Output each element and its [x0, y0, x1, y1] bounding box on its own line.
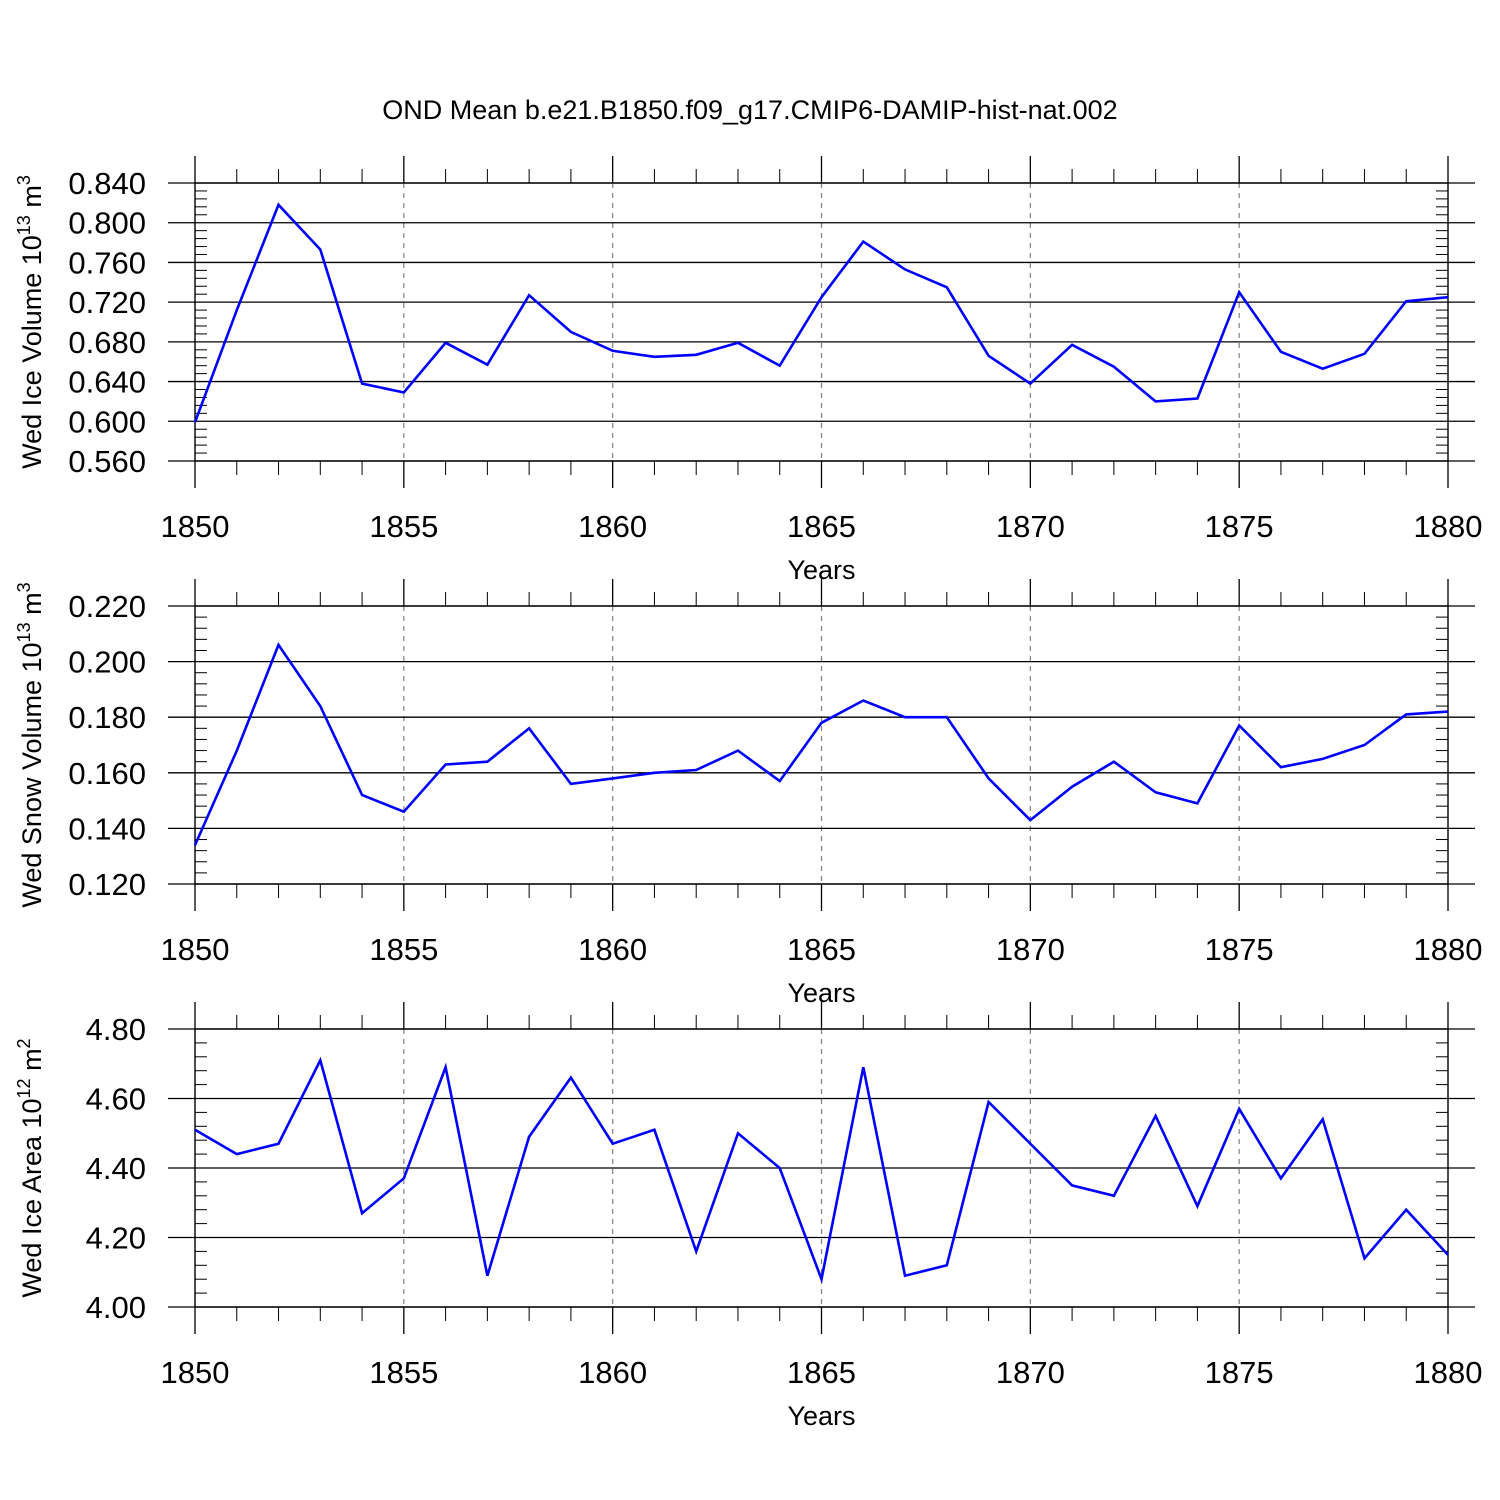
- x-axis-label: Years: [787, 1401, 855, 1431]
- series-line-wed-snow-volume: [193, 642, 1449, 846]
- y-tick-label: 0.200: [68, 645, 146, 680]
- series-line-wed-ice-area: [194, 1056, 1449, 1284]
- y-tick-label: 0.720: [68, 285, 146, 320]
- y-axis-label: Wed Ice Volume 1013 m3: [14, 175, 47, 469]
- y-tick-label: 0.600: [68, 404, 146, 439]
- y-tick-label: 0.220: [68, 589, 146, 624]
- x-tick-label: 1870: [996, 932, 1065, 967]
- panels: 0.560 0.600 0.640 0.680 0.720 0.760 0.800 0.840…: [14, 156, 1482, 1431]
- y-tick-label: 0.840: [68, 166, 146, 201]
- x-tick-label: 1850: [161, 509, 230, 544]
- x-tick-label: 1880: [1414, 1355, 1483, 1390]
- x-tick-label: 1880: [1414, 932, 1483, 967]
- x-tick-label: 1875: [1205, 509, 1274, 544]
- x-tick-label: 1865: [787, 1355, 856, 1390]
- y-tick-label: 0.560: [68, 444, 146, 479]
- figure-title: OND Mean b.e21.B1850.f09_g17.CMIP6-DAMIP…: [382, 95, 1117, 125]
- x-tick-label: 1870: [996, 1355, 1065, 1390]
- plot-frame: [194, 1028, 1449, 1308]
- plot-frame: [194, 605, 1449, 885]
- y-tick-label: 0.180: [68, 700, 146, 735]
- x-tick-label: 1855: [369, 932, 438, 967]
- y-tick-label: 0.140: [68, 811, 146, 846]
- y-tick-label: 0.800: [68, 206, 146, 241]
- x-tick-label: 1855: [369, 1355, 438, 1390]
- x-tick-label: 1855: [369, 509, 438, 544]
- x-tick-label: 1850: [161, 932, 230, 967]
- chart-panel-wed-snow-volume: 0.120 0.140 0.160 0.180 0.200 0.220 1850 1855 18…: [14, 579, 1482, 1008]
- y-axis-label: Wed Snow Volume 1013 m3: [14, 582, 47, 907]
- chart-panel-wed-ice-area: 4.00 4.20 4.40 4.60 4.80 1850 1855 1860 1865 1870…: [14, 1002, 1482, 1431]
- plot-frame: [194, 182, 1449, 462]
- y-tick-label: 4.20: [86, 1221, 146, 1256]
- x-tick-label: 1875: [1205, 1355, 1274, 1390]
- series-line-wed-ice-volume: [193, 202, 1449, 423]
- y-tick-label: 0.680: [68, 325, 146, 360]
- y-tick-label: 4.80: [86, 1012, 146, 1047]
- x-tick-label: 1865: [787, 932, 856, 967]
- y-tick-label: 4.00: [86, 1290, 146, 1325]
- chart-panel-wed-ice-volume: 0.560 0.600 0.640 0.680 0.720 0.760 0.800 0.840…: [14, 156, 1482, 585]
- y-axis-label: Wed Ice Area 1012 m2: [14, 1038, 47, 1297]
- x-tick-label: 1860: [578, 932, 647, 967]
- x-tick-label: 1880: [1414, 509, 1483, 544]
- y-tick-label: 0.160: [68, 756, 146, 791]
- x-tick-label: 1850: [161, 1355, 230, 1390]
- x-tick-label: 1860: [578, 509, 647, 544]
- x-tick-label: 1860: [578, 1355, 647, 1390]
- y-tick-label: 0.760: [68, 245, 146, 280]
- x-tick-label: 1875: [1205, 932, 1274, 967]
- y-tick-label: 4.60: [86, 1082, 146, 1117]
- y-tick-label: 0.640: [68, 365, 146, 400]
- x-tick-label: 1865: [787, 509, 856, 544]
- y-tick-label: 4.40: [86, 1151, 146, 1186]
- x-tick-label: 1870: [996, 509, 1065, 544]
- y-tick-label: 0.120: [68, 867, 146, 902]
